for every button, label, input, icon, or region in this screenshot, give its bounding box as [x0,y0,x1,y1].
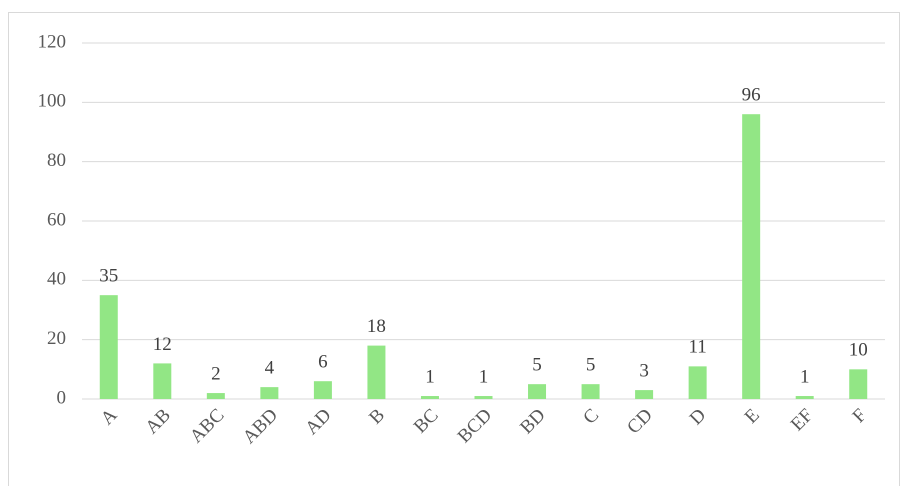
y-tick-label: 80 [47,150,66,171]
data-label: 1 [479,366,489,387]
y-tick-label: 60 [47,209,66,230]
y-tick-label: 120 [38,31,67,52]
data-label: 5 [586,355,596,376]
bar [99,295,118,399]
data-label: 1 [425,366,435,387]
bar [849,369,868,399]
data-label: 2 [211,363,221,384]
bar [153,363,172,399]
chart-frame [8,12,900,486]
y-tick-label: 100 [38,91,67,112]
data-label: 12 [153,334,172,355]
bar [474,396,493,399]
bar [795,396,814,399]
bar [742,114,761,399]
bar [260,387,279,399]
data-label: 10 [849,340,868,361]
bar [313,381,332,399]
data-label: 3 [639,360,649,381]
bar [581,384,600,399]
bar [206,393,225,399]
bar [367,345,386,399]
bar [420,396,439,399]
data-label: 4 [265,357,275,378]
bar [635,390,654,399]
y-tick-label: 40 [47,269,66,290]
data-label: 6 [318,352,328,373]
data-label: 1 [800,366,810,387]
bar [688,366,707,399]
data-label: 5 [532,355,542,376]
data-label: 96 [742,85,761,106]
data-label: 35 [99,266,118,287]
data-label: 18 [367,316,386,337]
data-label: 11 [688,337,706,358]
y-tick-label: 20 [47,328,66,349]
y-tick-label: 0 [57,387,67,408]
bar [528,384,547,399]
